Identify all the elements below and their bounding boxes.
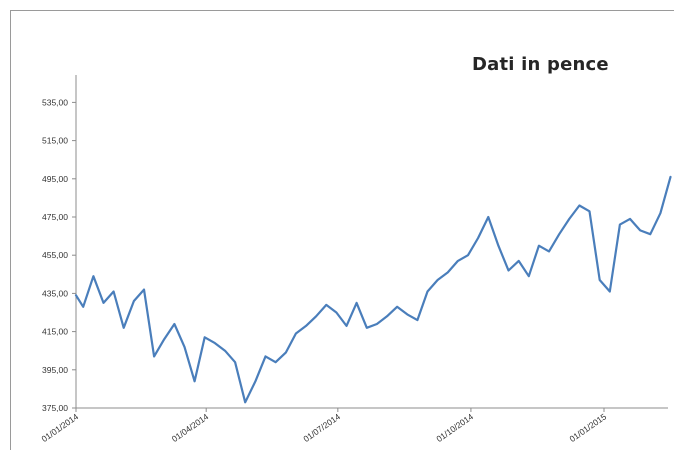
y-tick-label: 475,00 <box>42 212 68 222</box>
x-tick-label: 01/07/2014 <box>301 411 342 444</box>
y-tick-label: 515,00 <box>42 136 68 146</box>
chart-frame <box>10 10 674 450</box>
y-tick-label: 535,00 <box>42 97 68 107</box>
y-tick-label: 395,00 <box>42 365 68 375</box>
chart-title: Dati in pence <box>472 54 609 75</box>
x-tick-label: 01/04/2014 <box>170 411 211 444</box>
x-tick-label: 01/01/2015 <box>568 411 609 444</box>
x-tick-label: 01/10/2014 <box>434 411 475 444</box>
y-tick-label: 435,00 <box>42 288 68 298</box>
y-tick-label: 495,00 <box>42 174 68 184</box>
price-series-line <box>74 175 672 404</box>
y-tick-label: 375,00 <box>42 403 68 413</box>
y-tick-label: 415,00 <box>42 327 68 337</box>
y-tick-label: 455,00 <box>42 250 68 260</box>
x-tick-label: 01/01/2014 <box>40 411 81 444</box>
